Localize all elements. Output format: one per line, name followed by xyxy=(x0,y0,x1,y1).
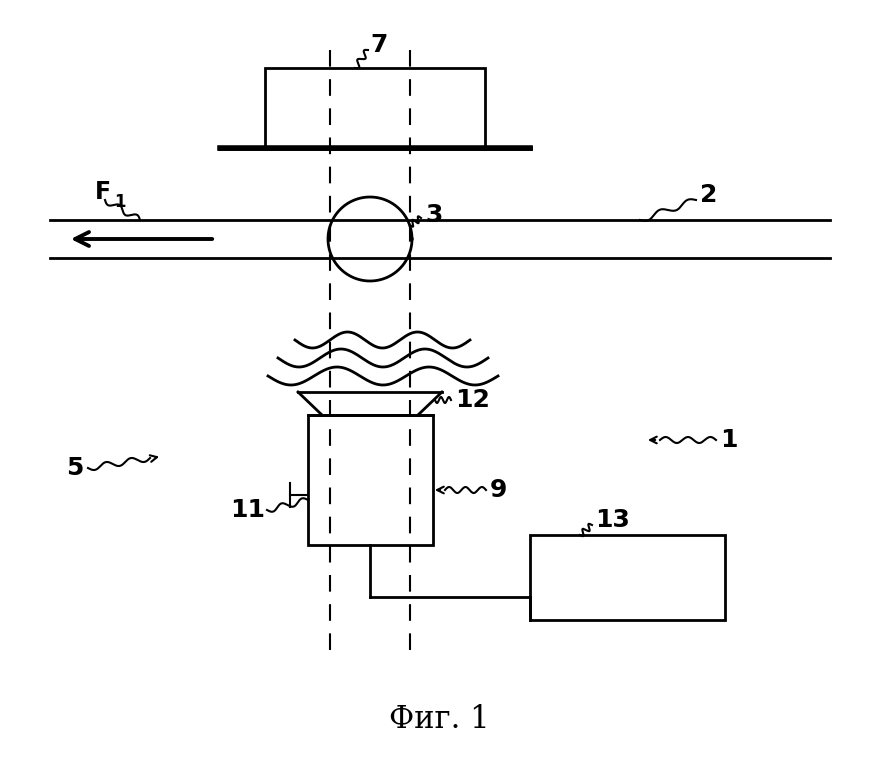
Bar xyxy=(530,535,724,620)
Text: 2: 2 xyxy=(699,183,717,207)
Bar xyxy=(265,68,484,148)
Text: 1: 1 xyxy=(114,193,125,211)
Text: 13: 13 xyxy=(595,508,629,532)
Text: F: F xyxy=(95,180,111,204)
Text: 1: 1 xyxy=(719,428,737,452)
Text: Фиг. 1: Фиг. 1 xyxy=(389,705,488,735)
Text: 3: 3 xyxy=(424,203,442,227)
Text: 9: 9 xyxy=(489,478,507,502)
Text: 11: 11 xyxy=(230,498,265,522)
Text: 5: 5 xyxy=(66,456,83,480)
Bar xyxy=(308,415,432,545)
Text: 12: 12 xyxy=(454,388,489,412)
Text: 7: 7 xyxy=(369,33,387,57)
